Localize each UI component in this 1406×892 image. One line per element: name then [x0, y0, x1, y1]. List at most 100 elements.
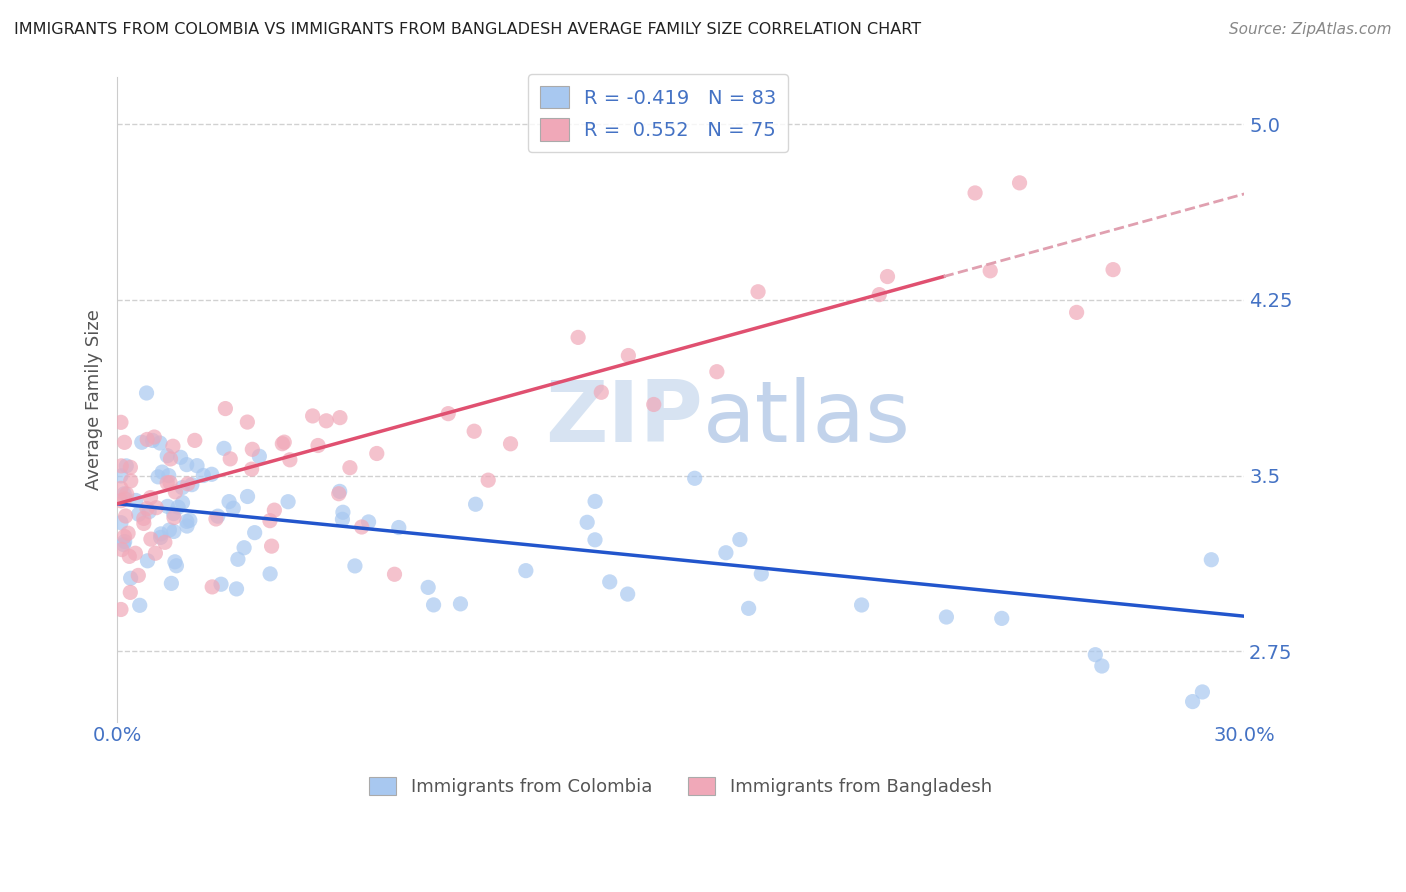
Point	[1091, 659, 1114, 673]
Point	[259, 566, 281, 581]
Text: IMMIGRANTS FROM COLOMBIA VS IMMIGRANTS FROM BANGLADESH AVERAGE FAMILY SIZE CORRE: IMMIGRANTS FROM COLOMBIA VS IMMIGRANTS F…	[14, 22, 921, 37]
Point	[146, 470, 169, 484]
Point	[350, 520, 373, 534]
Point	[329, 410, 352, 425]
Point	[110, 468, 132, 483]
Point	[114, 508, 136, 523]
Point	[214, 401, 236, 416]
Point	[124, 546, 146, 560]
Point	[463, 424, 485, 438]
Point	[120, 571, 142, 585]
Point	[163, 524, 186, 539]
Point	[868, 287, 890, 301]
Point	[110, 415, 132, 429]
Point	[1008, 176, 1031, 190]
Point	[125, 493, 148, 508]
Point	[851, 598, 873, 612]
Point	[278, 452, 301, 467]
Point	[114, 491, 136, 506]
Point	[172, 481, 194, 495]
Point	[236, 490, 259, 504]
Point	[149, 527, 172, 541]
Point	[683, 471, 706, 485]
Point	[422, 598, 444, 612]
Point	[366, 446, 388, 460]
Point	[205, 512, 228, 526]
Point	[301, 409, 323, 423]
Point	[616, 587, 638, 601]
Point	[120, 460, 142, 475]
Point	[749, 566, 772, 581]
Point	[247, 450, 270, 464]
Point	[157, 468, 180, 483]
Text: Source: ZipAtlas.com: Source: ZipAtlas.com	[1229, 22, 1392, 37]
Point	[225, 582, 247, 596]
Point	[477, 473, 499, 487]
Point	[110, 493, 132, 508]
Point	[110, 458, 132, 473]
Point	[150, 465, 173, 479]
Point	[259, 514, 281, 528]
Point	[112, 538, 135, 552]
Point	[136, 433, 159, 447]
Point	[599, 574, 621, 589]
Point	[357, 515, 380, 529]
Y-axis label: Average Family Size: Average Family Size	[86, 310, 103, 490]
Point	[127, 568, 149, 582]
Point	[576, 516, 599, 530]
Point	[583, 533, 606, 547]
Point	[120, 474, 142, 488]
Point	[212, 442, 235, 456]
Point	[273, 435, 295, 450]
Point	[876, 269, 898, 284]
Point	[128, 508, 150, 522]
Point	[332, 512, 354, 526]
Point	[172, 495, 194, 509]
Point	[219, 451, 242, 466]
Point	[179, 513, 201, 527]
Point	[165, 484, 187, 499]
Point	[163, 507, 186, 521]
Point	[136, 501, 159, 516]
Point	[1181, 695, 1204, 709]
Point	[965, 186, 987, 200]
Point	[201, 467, 224, 482]
Point	[643, 397, 665, 411]
Point	[184, 434, 207, 448]
Point	[737, 601, 759, 615]
Point	[153, 535, 176, 549]
Point	[515, 564, 537, 578]
Point	[388, 520, 411, 534]
Point	[990, 611, 1012, 625]
Point	[1102, 262, 1125, 277]
Point	[112, 487, 135, 501]
Point	[935, 610, 957, 624]
Point	[114, 435, 136, 450]
Point	[567, 330, 589, 344]
Point	[271, 436, 294, 450]
Point	[131, 435, 153, 450]
Point	[449, 597, 471, 611]
Point	[120, 585, 142, 599]
Point	[114, 534, 136, 549]
Point	[143, 430, 166, 444]
Point	[145, 546, 167, 560]
Point	[117, 526, 139, 541]
Point	[128, 599, 150, 613]
Point	[263, 503, 285, 517]
Point	[167, 500, 190, 515]
Point	[115, 487, 138, 501]
Point	[112, 529, 135, 543]
Point	[260, 539, 283, 553]
Point	[115, 458, 138, 473]
Point	[162, 439, 184, 453]
Point	[499, 437, 522, 451]
Point	[979, 264, 1001, 278]
Point	[156, 449, 179, 463]
Point	[111, 542, 134, 557]
Point	[591, 385, 613, 400]
Point	[277, 494, 299, 508]
Point	[142, 434, 165, 448]
Point	[209, 577, 232, 591]
Point	[222, 501, 245, 516]
